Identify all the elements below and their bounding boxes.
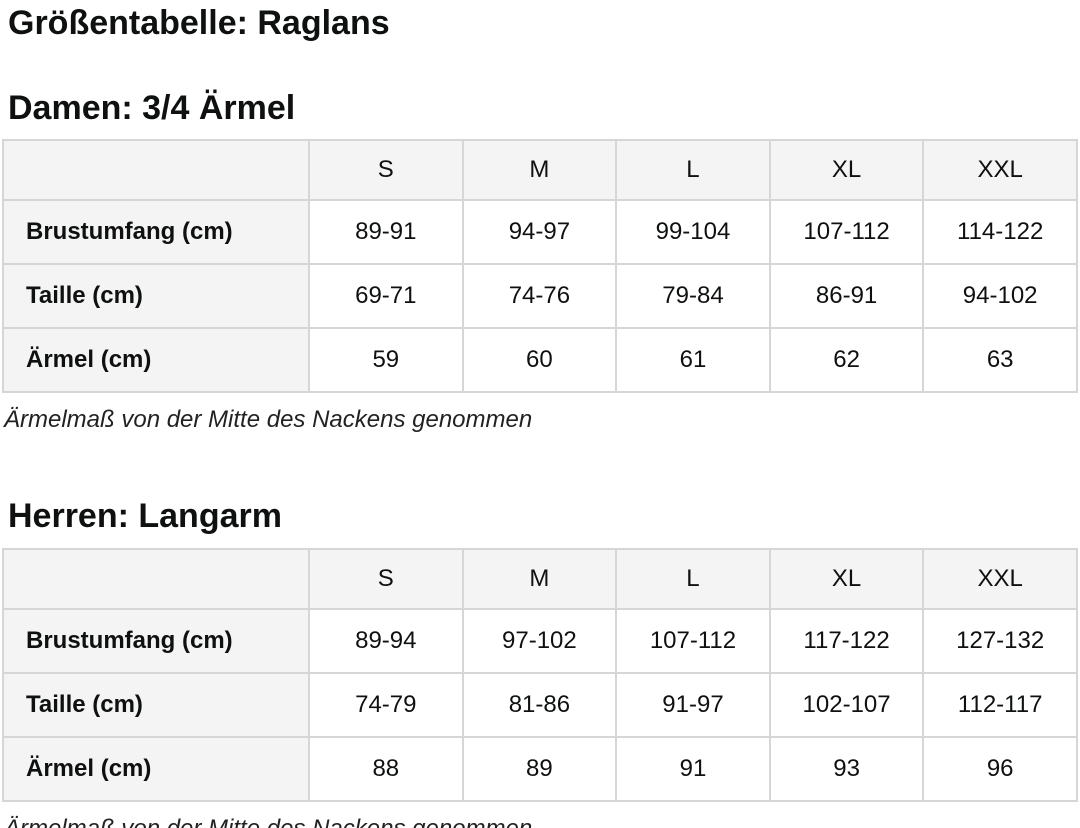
table-row: Brustumfang (cm) 89-94 97-102 107-112 11… (2, 607, 1078, 674)
size-table-herren: S M L XL XXL Brustumfang (cm) 89-94 97-1… (2, 547, 1078, 802)
row-label-cell: Brustumfang (cm) (2, 199, 310, 265)
value-cell: 60 (461, 327, 618, 393)
value-cell: 127-132 (922, 607, 1078, 674)
value-cell: 114-122 (922, 199, 1078, 265)
row-label-cell: Taille (cm) (2, 263, 310, 329)
value-cell: 79-84 (615, 263, 771, 329)
value-cell: 99-104 (615, 199, 771, 265)
section-heading-damen: Damen: 3/4 Ärmel (8, 88, 296, 127)
value-cell: 89 (461, 735, 618, 802)
value-cell: 89-91 (308, 199, 464, 265)
size-header-cell: XXL (922, 547, 1078, 610)
value-cell: 112-117 (922, 671, 1078, 738)
row-label-cell: Ärmel (cm) (2, 735, 310, 802)
value-cell: 107-112 (768, 199, 925, 265)
page-title: Größentabelle: Raglans (8, 4, 390, 42)
size-header-cell: XL (768, 139, 925, 201)
value-cell: 63 (922, 327, 1078, 393)
value-cell: 93 (768, 735, 925, 802)
value-cell: 62 (768, 327, 925, 393)
value-cell: 94-97 (461, 199, 618, 265)
value-cell: 117-122 (768, 607, 925, 674)
size-header-cell: M (461, 547, 618, 610)
size-table-damen: S M L XL XXL Brustumfang (cm) 89-91 94-9… (2, 139, 1078, 393)
row-label-cell: Ärmel (cm) (2, 327, 310, 393)
size-header-cell: M (461, 139, 618, 201)
corner-cell (2, 139, 310, 201)
value-cell: 94-102 (922, 263, 1078, 329)
value-cell: 91 (615, 735, 771, 802)
section-heading-herren: Herren: Langarm (8, 497, 282, 535)
size-header-cell: S (308, 139, 464, 201)
value-cell: 88 (308, 735, 464, 802)
size-header-row: S M L XL XXL (2, 547, 1078, 610)
table-row: Ärmel (cm) 88 89 91 93 96 (2, 735, 1078, 802)
value-cell: 107-112 (615, 607, 771, 674)
value-cell: 74-76 (461, 263, 618, 329)
value-cell: 97-102 (461, 607, 618, 674)
measure-note-damen: Ärmelmaß von der Mitte des Nackens genom… (4, 406, 533, 433)
value-cell: 61 (615, 327, 771, 393)
value-cell: 59 (308, 327, 464, 393)
size-header-cell: XXL (922, 139, 1078, 201)
table-row: Taille (cm) 69-71 74-76 79-84 86-91 94-1… (2, 263, 1078, 329)
table-row: Taille (cm) 74-79 81-86 91-97 102-107 11… (2, 671, 1078, 738)
size-header-cell: XL (768, 547, 925, 610)
row-label-cell: Brustumfang (cm) (2, 607, 310, 674)
value-cell: 96 (922, 735, 1078, 802)
value-cell: 86-91 (768, 263, 925, 329)
size-header-cell: S (308, 547, 464, 610)
size-header-cell: L (615, 139, 771, 201)
table-row: Ärmel (cm) 59 60 61 62 63 (2, 327, 1078, 393)
row-label-cell: Taille (cm) (2, 671, 310, 738)
value-cell: 91-97 (615, 671, 771, 738)
corner-cell (2, 547, 310, 610)
table-row: Brustumfang (cm) 89-91 94-97 99-104 107-… (2, 199, 1078, 265)
value-cell: 102-107 (768, 671, 925, 738)
measure-note-herren: Ärmelmaß von der Mitte des Nackens genom… (4, 814, 533, 828)
value-cell: 69-71 (308, 263, 464, 329)
value-cell: 81-86 (461, 671, 618, 738)
value-cell: 89-94 (308, 607, 464, 674)
value-cell: 74-79 (308, 671, 464, 738)
size-header-cell: L (615, 547, 771, 610)
size-header-row: S M L XL XXL (2, 139, 1078, 201)
